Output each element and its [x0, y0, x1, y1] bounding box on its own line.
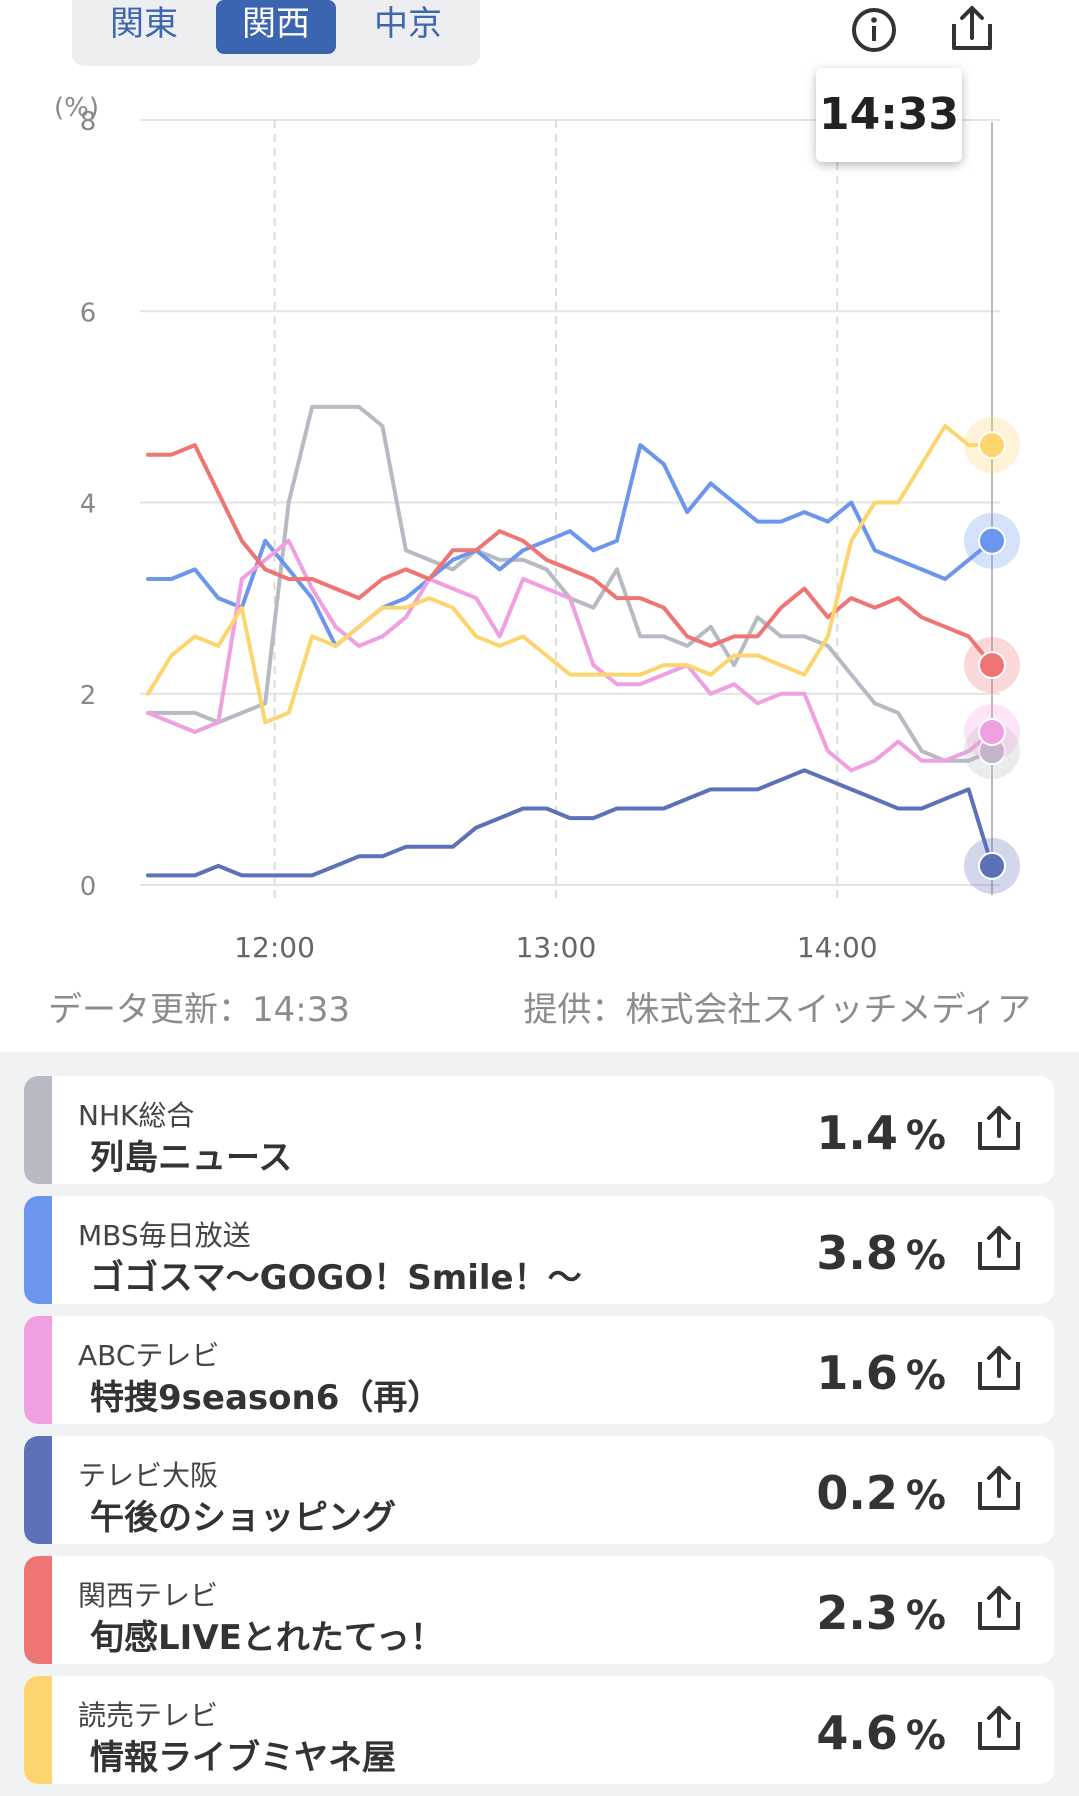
rating-number: 0.2 [816, 1466, 898, 1520]
series-line [146, 443, 994, 648]
program-title: 旬感LIVEとれたてっ！ [90, 1618, 444, 1658]
station-color-bar [24, 1556, 52, 1664]
time-tooltip: 14:33 [816, 68, 962, 162]
series-marker [978, 718, 1006, 746]
station-name: 関西テレビ [78, 1579, 219, 1612]
y-tick-label: 2 [80, 681, 97, 711]
program-row[interactable]: 読売テレビ情報ライブミヤネ屋 4.6% [24, 1676, 1054, 1784]
y-tick-label: 6 [80, 298, 97, 328]
series-marker [978, 651, 1006, 680]
tab-kanto[interactable]: 関東 [110, 4, 178, 44]
rating-number: 1.4 [816, 1106, 898, 1160]
rating-number: 4.6 [816, 1706, 898, 1760]
station-name: 読売テレビ [78, 1699, 219, 1732]
rating-value: 4.6% [816, 1706, 946, 1760]
rating-number: 2.3 [816, 1586, 898, 1640]
y-tick-label: 8 [80, 107, 97, 137]
series-marker [978, 431, 1006, 460]
rating-unit: % [905, 1233, 946, 1279]
program-row[interactable]: 関西テレビ旬感LIVEとれたてっ！ 2.3% [24, 1556, 1054, 1664]
chart-panel: 関東 関西 中京 (%) 0 2 4 6 8 12:00 13:00 14:00 14:33 デ… [0, 0, 1079, 1052]
provider-credit: 提供：株式会社スイッチメディア [523, 990, 1031, 1030]
station-color-bar [24, 1196, 52, 1304]
share-icon[interactable] [972, 1582, 1026, 1636]
x-tick-label: 12:00 [234, 931, 315, 960]
series-marker [978, 851, 1006, 880]
share-icon[interactable] [972, 1342, 1026, 1396]
station-color-bar [24, 1676, 52, 1784]
station-color-bar [24, 1076, 52, 1184]
update-time: データ更新：14:33 [48, 990, 350, 1030]
program-title: ゴゴスマ〜GOGO！Smile！〜 [90, 1258, 582, 1298]
region-tab-group: 関東 関西 中京 [72, 0, 480, 66]
share-icon[interactable] [972, 1702, 1026, 1756]
rating-number: 1.6 [816, 1346, 898, 1400]
program-row[interactable]: NHK総合列島ニュース 1.4% [24, 1076, 1054, 1184]
rating-unit: % [905, 1113, 946, 1159]
station-color-bar [24, 1436, 52, 1544]
y-unit-label: (%) [54, 93, 99, 123]
y-tick-label: 4 [80, 490, 97, 520]
station-color-bar [24, 1316, 52, 1424]
station-name: テレビ大阪 [78, 1459, 219, 1492]
program-title: 列島ニュース [90, 1138, 293, 1178]
station-name: MBS毎日放送 [78, 1219, 251, 1252]
program-title: 午後のショッピング [90, 1498, 396, 1538]
share-icon[interactable] [944, 2, 1000, 58]
rating-value: 1.6% [816, 1346, 946, 1400]
rating-unit: % [905, 1473, 946, 1519]
series-line [146, 443, 994, 668]
share-icon[interactable] [972, 1102, 1026, 1156]
share-icon[interactable] [972, 1462, 1026, 1516]
series-line [146, 538, 994, 773]
program-row[interactable]: テレビ大阪午後のショッピング 0.2% [24, 1436, 1054, 1544]
rating-unit: % [905, 1713, 946, 1759]
rating-unit: % [905, 1353, 946, 1399]
ratings-chart: (%) 0 2 4 6 8 12:00 13:00 14:00 [0, 80, 1079, 964]
rating-value: 2.3% [816, 1586, 946, 1640]
rating-value: 1.4% [816, 1106, 946, 1160]
y-tick-label: 0 [80, 872, 97, 902]
line-chart: (%) 0 2 4 6 8 12:00 13:00 14:00 [54, 93, 1020, 964]
station-name: ABCテレビ [78, 1339, 220, 1372]
rating-number: 3.8 [816, 1226, 898, 1280]
x-tick-label: 14:00 [797, 931, 878, 960]
share-icon[interactable] [972, 1222, 1026, 1276]
program-title: 情報ライブミヤネ屋 [90, 1738, 396, 1778]
rating-value: 0.2% [816, 1466, 946, 1520]
program-row[interactable]: MBS毎日放送ゴゴスマ〜GOGO！Smile！〜 3.8% [24, 1196, 1054, 1304]
info-icon[interactable] [846, 2, 902, 58]
series-marker [978, 526, 1006, 555]
series-line [146, 424, 994, 725]
program-row[interactable]: ABCテレビ特捜9season6（再） 1.6% [24, 1316, 1054, 1424]
rating-unit: % [905, 1593, 946, 1639]
program-title: 特捜9season6（再） [90, 1378, 442, 1418]
x-tick-label: 13:00 [516, 931, 597, 960]
program-list: NHK総合列島ニュース 1.4% MBS毎日放送ゴゴスマ〜GOGO！Smile！〜 3… [24, 1076, 1054, 1796]
rating-value: 3.8% [816, 1226, 946, 1280]
station-name: NHK総合 [78, 1099, 195, 1132]
series-line [146, 768, 994, 878]
tab-kansai[interactable]: 関西 [216, 0, 336, 54]
tab-chukyo[interactable]: 中京 [374, 4, 442, 44]
